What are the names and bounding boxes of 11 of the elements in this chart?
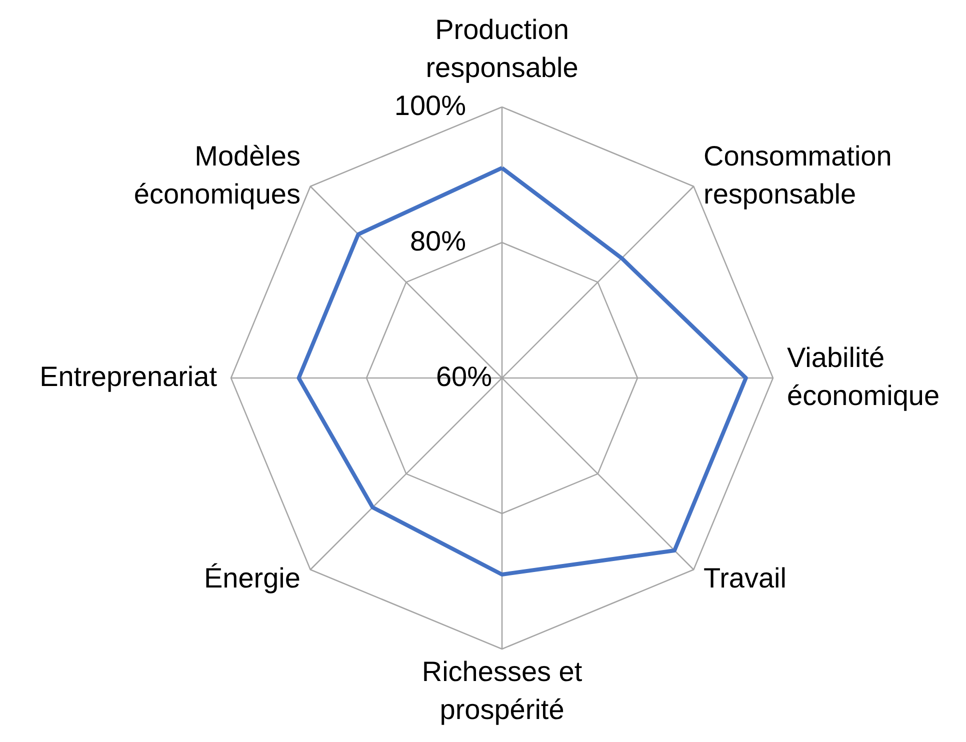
spoke-label: Consommation responsable	[704, 140, 892, 210]
spoke-label: Richesses et prospérité	[422, 656, 582, 725]
spoke-label: Production responsable	[426, 14, 578, 83]
y-tick-label: 80%	[410, 226, 466, 256]
spoke-label: Viabilité économique	[787, 342, 940, 411]
y-tick-label: 60%	[436, 361, 492, 392]
spoke-label: Entreprenariat	[40, 361, 218, 392]
y-tick-label: 100%	[394, 90, 466, 121]
spoke-label: Modèles économiques	[134, 140, 300, 210]
spoke-label: Énergie	[204, 562, 300, 594]
spoke-label: Travail	[704, 562, 787, 594]
